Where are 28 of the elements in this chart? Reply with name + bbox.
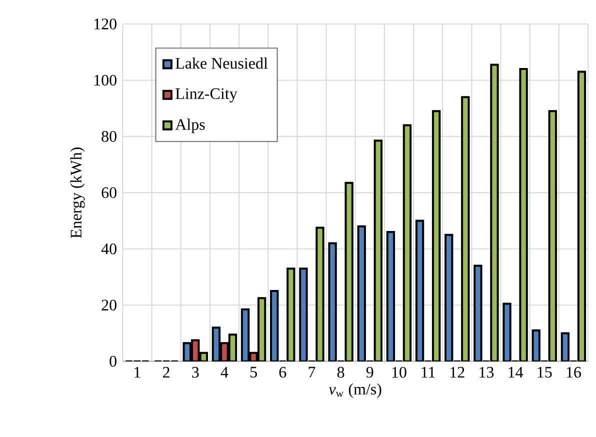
x-tick-label: 2 [163, 366, 170, 378]
x-tick-label: 10 [392, 366, 406, 378]
x-tick-label: 7 [308, 366, 316, 378]
y-tick-label: 0 [110, 356, 116, 367]
x-tick-label: 9 [366, 366, 374, 378]
x-tick-label: 8 [337, 366, 344, 378]
x-axis-title: v$_{w}$ (m/s) [328, 383, 382, 398]
legend-label: Lake Neusiedl [176, 57, 268, 69]
y-tick-label: 20 [102, 300, 116, 310]
y-tick-label: 80 [102, 131, 116, 142]
x-tick-label: 5 [250, 366, 257, 378]
x-tick-label: 11 [422, 366, 435, 378]
y-tick-label: 60 [102, 187, 116, 198]
x-tick-label: 12 [450, 366, 464, 378]
x-tick-label: 13 [480, 366, 494, 378]
x-tick-label: 16 [566, 366, 581, 378]
legend-label: Alps [175, 118, 205, 134]
x-tick-label: 3 [192, 366, 199, 378]
x-tick-label: 15 [538, 366, 552, 378]
y-tick-label: 120 [94, 18, 116, 30]
y-axis-title: Energy (kWh) [70, 148, 85, 238]
x-tick-label: 6 [279, 366, 286, 378]
x-tick-label: 4 [220, 366, 228, 378]
x-tick-label: 1 [134, 366, 140, 378]
x-tick-label: 14 [508, 366, 524, 378]
y-tick-label: 100 [94, 74, 116, 86]
legend-label: Linz-City [176, 88, 238, 102]
y-tick-label: 40 [101, 243, 116, 254]
